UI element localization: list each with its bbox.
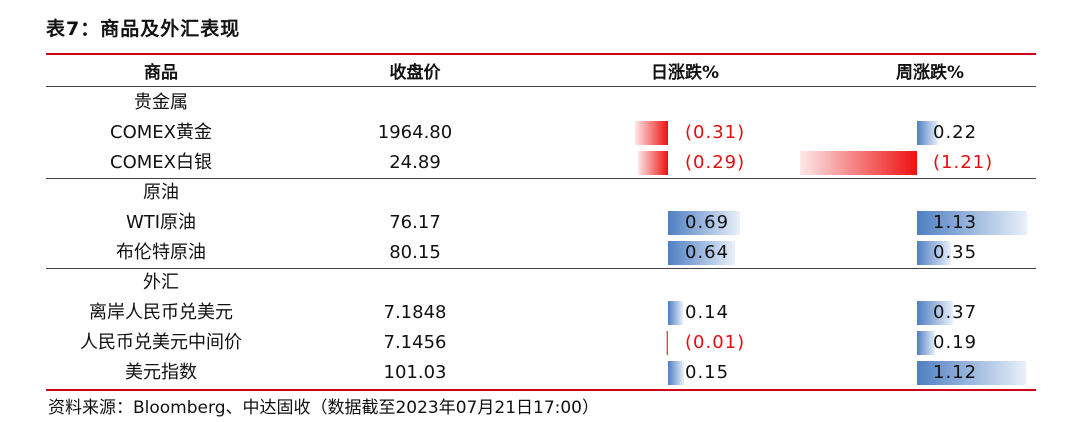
weekly-change-bar bbox=[917, 361, 1026, 385]
weekly-change-bar bbox=[917, 241, 951, 265]
row-name: 离岸人民币兑美元 bbox=[89, 302, 233, 323]
group-label: 贵金属 bbox=[134, 92, 188, 113]
daily-change-bar bbox=[668, 211, 741, 235]
header-daily: 日涨跌% bbox=[650, 63, 720, 83]
table-title: 表7：商品及外汇表现 bbox=[46, 18, 241, 40]
row-close-price: 24.89 bbox=[389, 152, 441, 173]
daily-change-value: 0.15 bbox=[685, 362, 730, 383]
daily-change-value: (0.01) bbox=[685, 332, 746, 353]
daily-change-bar bbox=[635, 121, 668, 145]
group-label: 原油 bbox=[143, 182, 179, 203]
row-close-price: 7.1456 bbox=[383, 332, 447, 353]
daily-change-value: (0.29) bbox=[685, 152, 746, 173]
daily-change-value: (0.31) bbox=[685, 122, 746, 143]
weekly-change-value: 0.22 bbox=[933, 122, 978, 143]
weekly-change-bar bbox=[917, 301, 953, 325]
row-name: COMEX黄金 bbox=[110, 122, 212, 143]
header-weekly: 周涨跌% bbox=[895, 63, 965, 83]
daily-change-bar bbox=[668, 361, 684, 385]
group-divider bbox=[46, 178, 1036, 179]
weekly-change-bar bbox=[917, 121, 939, 145]
weekly-change-value: 0.19 bbox=[933, 332, 978, 353]
row-close-price: 80.15 bbox=[389, 242, 441, 263]
top-rule bbox=[46, 53, 1036, 55]
row-close-price: 76.17 bbox=[389, 212, 441, 233]
header-item: 商品 bbox=[144, 63, 178, 83]
weekly-change-bar bbox=[917, 331, 936, 355]
daily-change-value: 0.69 bbox=[685, 212, 730, 233]
weekly-change-value: 1.12 bbox=[933, 362, 978, 383]
row-name: 美元指数 bbox=[125, 362, 197, 383]
row-close-price: 101.03 bbox=[383, 362, 447, 383]
weekly-change-bar bbox=[799, 151, 917, 175]
weekly-change-value: 0.35 bbox=[933, 242, 978, 263]
weekly-change-value: 0.37 bbox=[933, 302, 978, 323]
row-name: 布伦特原油 bbox=[116, 242, 206, 263]
daily-change-bar bbox=[637, 151, 668, 175]
source-note: 资料来源：Bloomberg、中达固收（数据截至2023年07月21日17:00… bbox=[48, 398, 599, 418]
weekly-change-value: (1.21) bbox=[933, 152, 994, 173]
daily-change-bar bbox=[668, 241, 736, 265]
daily-change-value: 0.64 bbox=[685, 242, 730, 263]
daily-change-value: 0.14 bbox=[685, 302, 730, 323]
weekly-change-bar bbox=[917, 211, 1027, 235]
header-divider bbox=[46, 86, 1036, 87]
daily-change-bar bbox=[666, 331, 668, 355]
group-label: 外汇 bbox=[143, 272, 179, 293]
group-divider bbox=[46, 268, 1036, 269]
row-close-price: 7.1848 bbox=[383, 302, 447, 323]
daily-change-bar bbox=[668, 301, 683, 325]
bottom-rule bbox=[46, 389, 1036, 391]
header-close: 收盘价 bbox=[389, 63, 441, 83]
row-name: WTI原油 bbox=[125, 212, 197, 233]
row-close-price: 1964.80 bbox=[377, 122, 453, 143]
row-name: COMEX白银 bbox=[110, 152, 212, 173]
row-name: 人民币兑美元中间价 bbox=[80, 332, 242, 353]
weekly-change-value: 1.13 bbox=[933, 212, 978, 233]
